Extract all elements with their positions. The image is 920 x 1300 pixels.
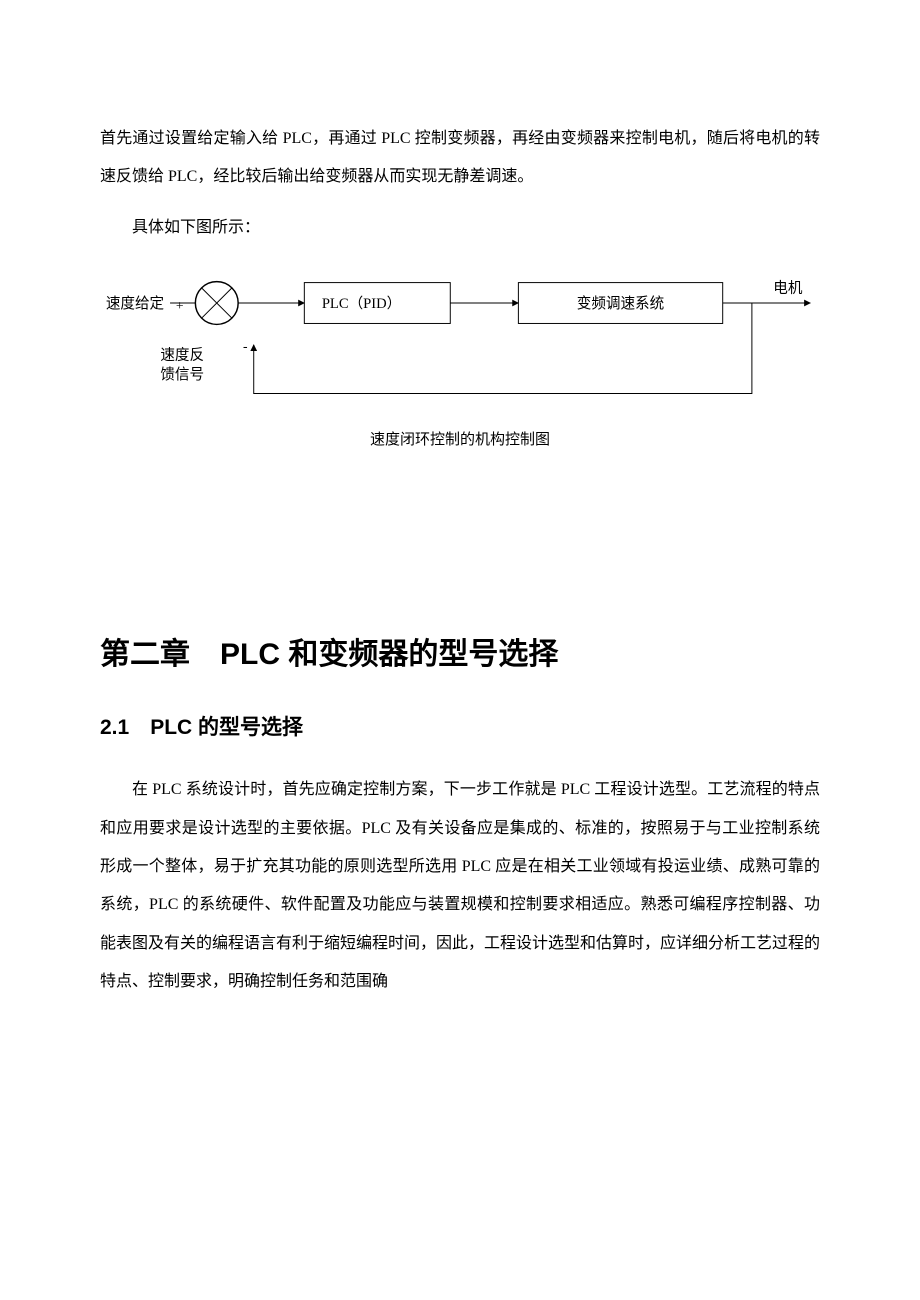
- section-2-1-heading: 2.1 PLC 的型号选择: [100, 711, 820, 741]
- paragraph-section-body: 在 PLC 系统设计时，首先应确定控制方案，下一步工作就是 PLC 工程设计选型…: [100, 771, 820, 1001]
- label-feedback-line2: 馈信号: [160, 366, 204, 383]
- vfd-system-label: 变频调速系统: [577, 295, 664, 312]
- label-minus: -: [243, 339, 248, 354]
- paragraph-intro-1: 首先通过设置给定输入给 PLC，再通过 PLC 控制变频器，再经由变频器来控制电…: [100, 120, 820, 197]
- document-page: 首先通过设置给定输入给 PLC，再通过 PLC 控制变频器，再经由变频器来控制电…: [0, 0, 920, 1094]
- label-speed-setpoint: 速度给定: [106, 295, 164, 312]
- chapter-2-heading: 第二章 PLC 和变频器的型号选择: [100, 629, 820, 673]
- diagram-svg: 速度给定 + PLC（PID） 变频调速系统 电机: [100, 265, 820, 415]
- paragraph-intro-2: 具体如下图所示：: [100, 209, 820, 247]
- plc-pid-label: PLC（PID）: [322, 295, 401, 312]
- label-motor: 电机: [773, 279, 803, 296]
- label-plus: +: [176, 298, 184, 313]
- diagram-caption: 速度闭环控制的机构控制图: [100, 428, 820, 449]
- label-feedback-line1: 速度反: [160, 347, 204, 364]
- wire-feedback-loop: [254, 303, 752, 393]
- control-loop-diagram: 速度给定 + PLC（PID） 变频调速系统 电机: [100, 265, 820, 449]
